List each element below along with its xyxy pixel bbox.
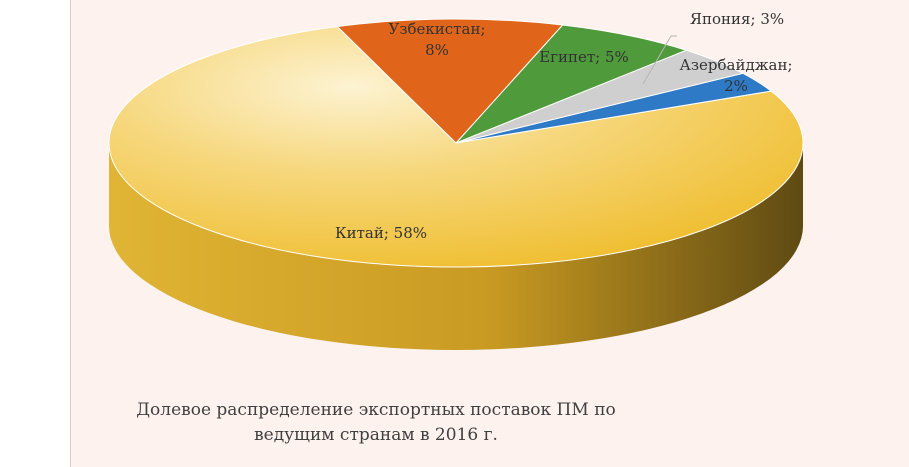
pie-slice-китай [108,25,804,268]
pie-side [109,143,803,350]
leader-line-japan [642,35,677,85]
slice-label-китай: Китай; 58% [335,224,427,242]
pie-chart: Китай; 58% Узбекистан; 8% Египет; 5% Япония;… [108,10,804,445]
pie-slice-узбекистан [336,18,564,144]
title-line-2: ведущим странам в 2016 г. [254,425,498,445]
pie-top [108,18,804,268]
chart-area: Китай; 58% Узбекистан; 8% Египет; 5% Япония;… [70,0,909,467]
slice-labels: Китай; 58% Узбекистан; 8% Египет; 5% Япония;… [335,10,793,242]
pie-side-wall [109,143,803,350]
chart-title: Долевое распределение экспортных поставо… [136,400,616,445]
slice-label-узбекистан: Узбекистан; 8% [389,20,486,59]
slice-label-япония: Япония; 3% [690,10,784,28]
title-line-1: Долевое распределение экспортных поставо… [136,400,616,420]
slice-label-египет: Египет; 5% [539,48,629,66]
pie-slice-египет [455,24,688,144]
slice-label-азербайджан: Азербайджан; 2% [679,56,792,95]
